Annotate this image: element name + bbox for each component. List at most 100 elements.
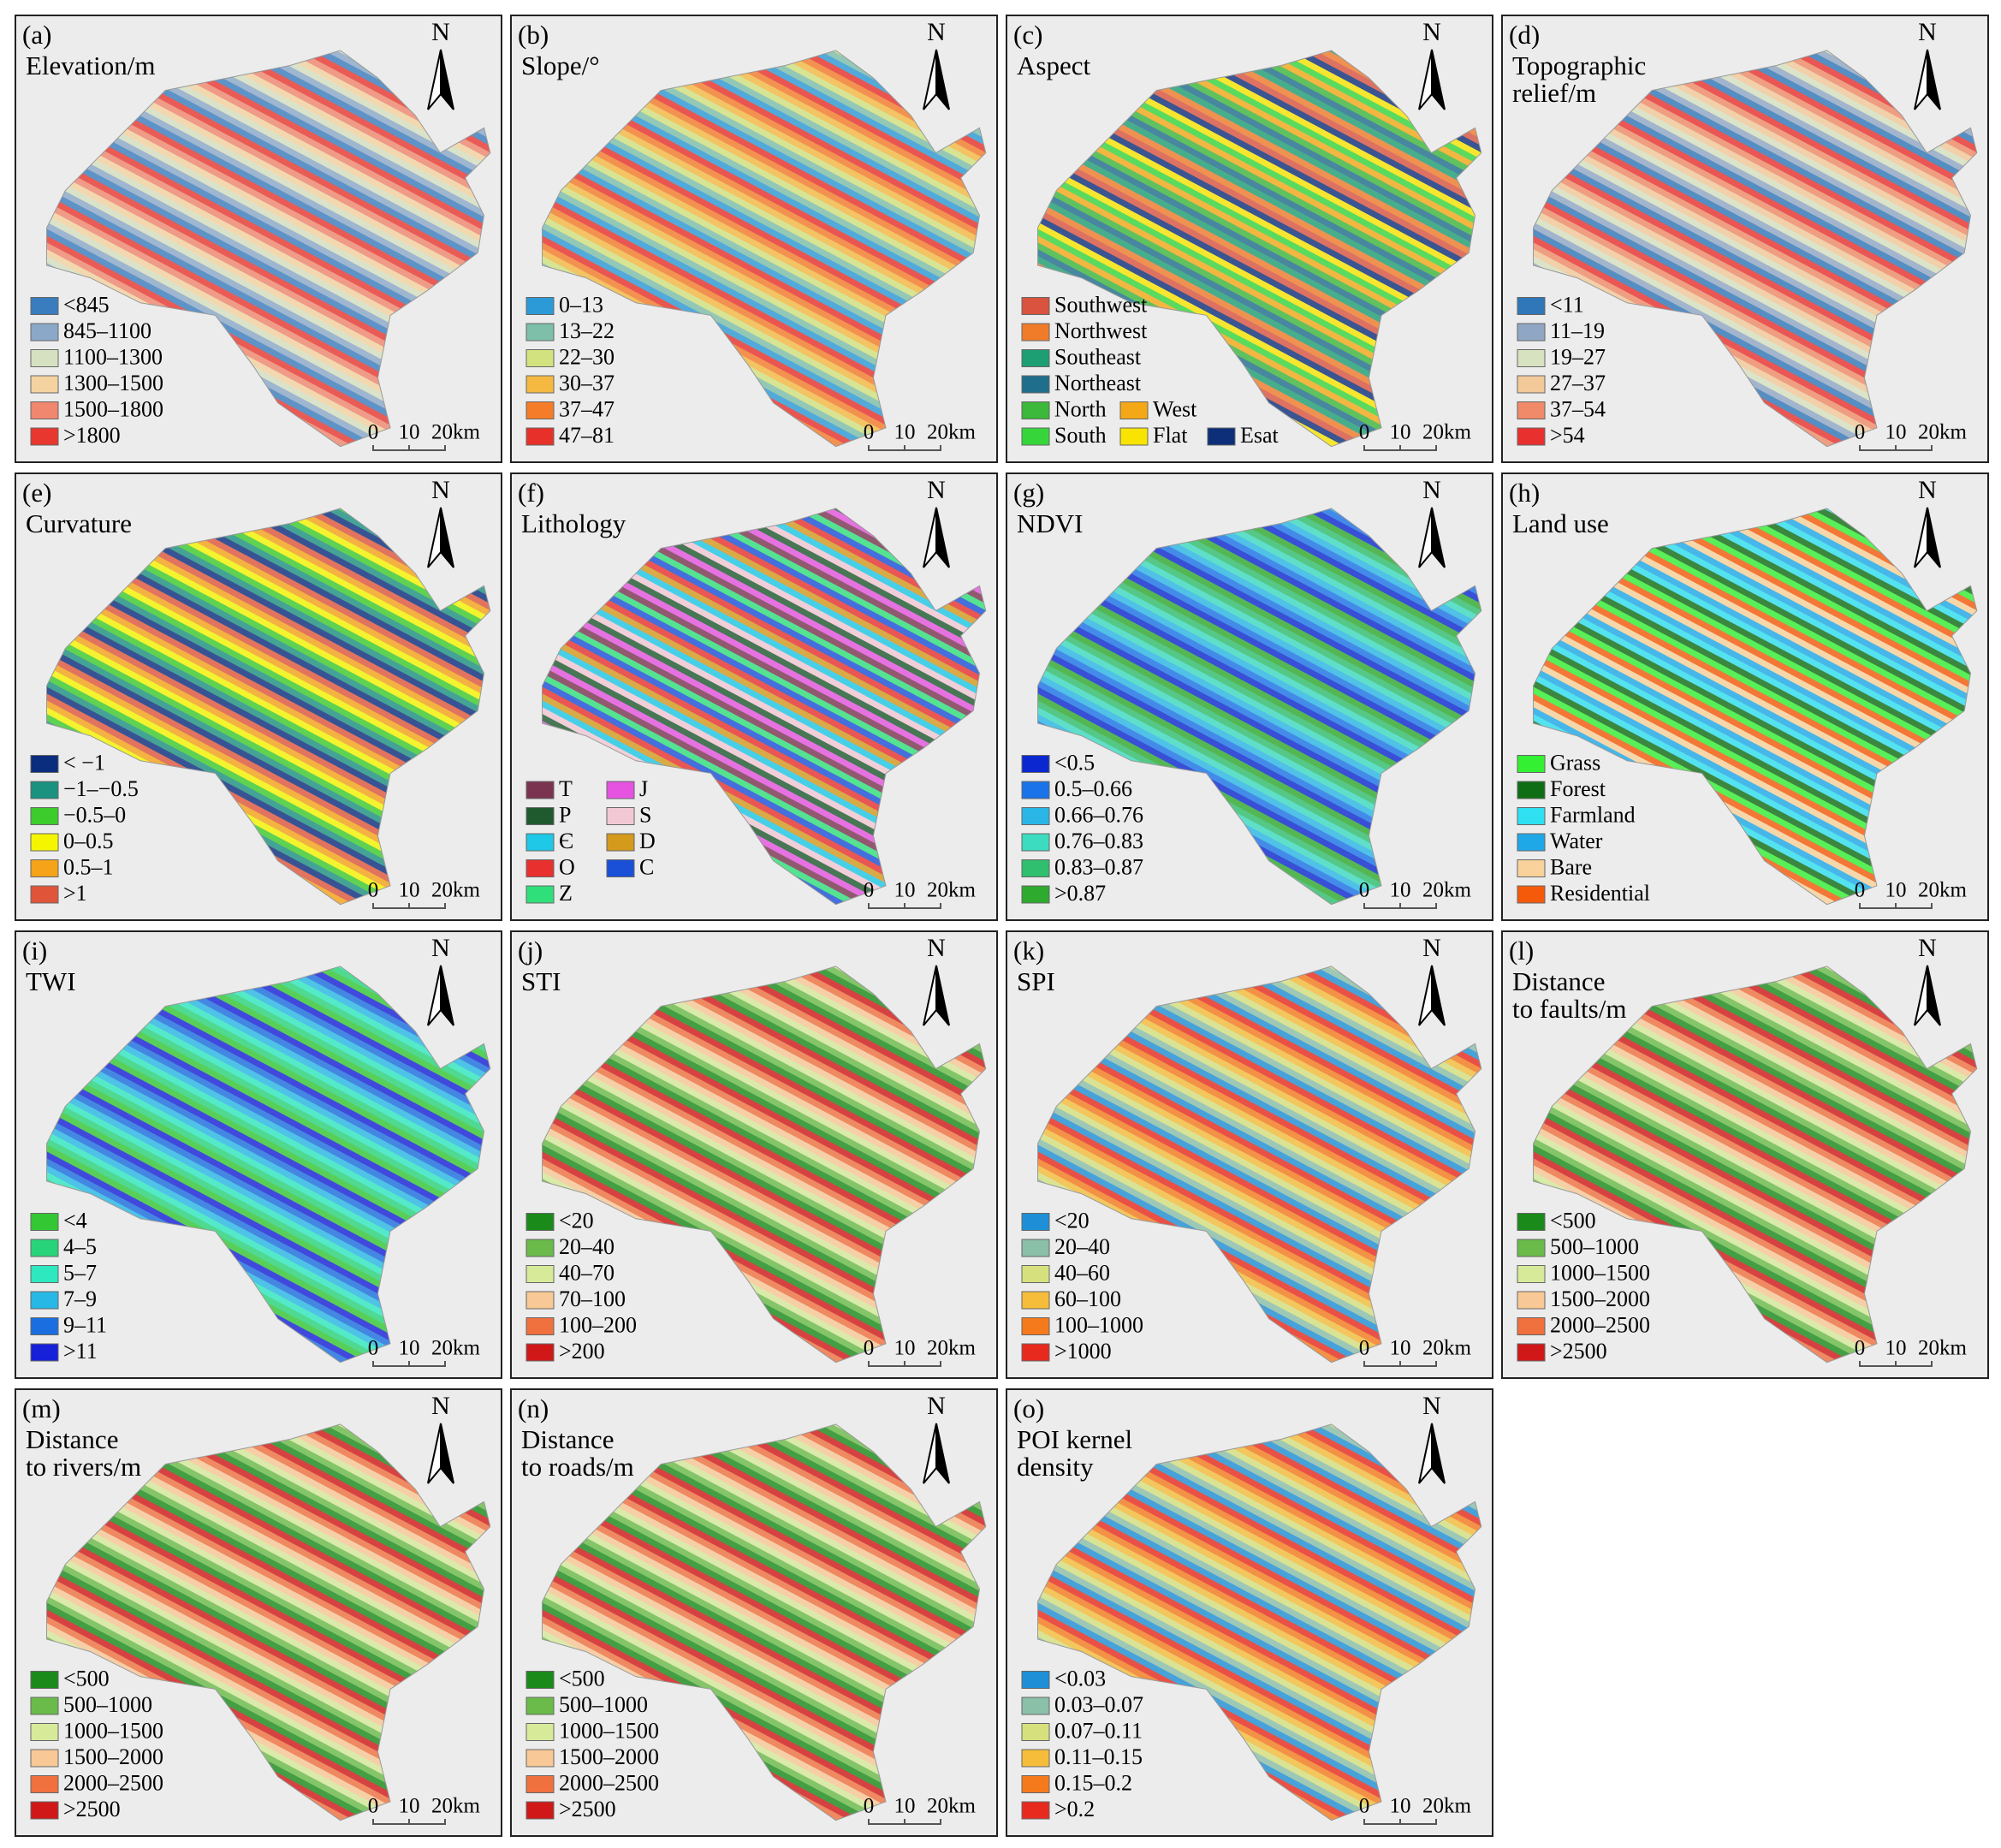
panel: (b)Slope/° N 0 10 20km 0–1313–2222–3030–3737–… (510, 15, 998, 463)
scale-bar (868, 903, 941, 909)
legend-swatch (30, 755, 59, 773)
panel-border (15, 1388, 502, 1837)
legend-label: 500–1000 (63, 1692, 152, 1717)
map-area (1533, 50, 1978, 448)
legend-label: 0.03–0.07 (1054, 1692, 1143, 1717)
legend-swatch (1021, 833, 1050, 852)
legend-swatch (30, 859, 59, 877)
legend-label: <845 (63, 292, 110, 317)
legend-label: >1 (63, 881, 87, 906)
panel-label: (g) (1013, 478, 1044, 508)
legend-label: <11 (1550, 292, 1584, 317)
legend-swatch (30, 1317, 59, 1335)
scale-bar (868, 1361, 941, 1367)
legend-swatch (1517, 1291, 1546, 1310)
legend-label: 1500–2000 (63, 1744, 163, 1769)
legend-swatch (30, 323, 59, 342)
north-arrow (1927, 49, 1941, 110)
panel-label: (f) (518, 478, 544, 508)
legend-swatch (30, 781, 59, 799)
legend-label: >0.87 (1054, 881, 1106, 906)
legend-label: 0.66–0.76 (1054, 802, 1143, 827)
scale-bar (372, 903, 446, 909)
north-label: N (431, 1392, 450, 1420)
panel: (g)NDVI N 0 10 20km <0.50.5–0.660.66–0.760.76… (1006, 472, 1493, 921)
legend-swatch (1021, 885, 1050, 904)
legend-label: <20 (1054, 1208, 1090, 1233)
north-label: N (1918, 18, 1937, 46)
north-arrow (1927, 965, 1941, 1026)
legend-swatch (525, 1801, 555, 1820)
legend-label: Southwest (1054, 292, 1148, 317)
north-label: N (431, 476, 450, 504)
panel-label: (l) (1509, 936, 1534, 966)
panel-title: Distance (1512, 966, 1605, 996)
scale-label: 0 (368, 879, 379, 902)
panel-border (1501, 930, 1989, 1379)
legend-label: >2500 (63, 1797, 121, 1821)
legend-label: 40–60 (1054, 1260, 1110, 1285)
scale-label: 0 (1855, 879, 1866, 902)
map-area (1037, 1423, 1482, 1821)
legend-swatch (525, 1775, 555, 1793)
legend-swatch (1517, 833, 1546, 852)
panel-title: to roads/m (521, 1452, 634, 1482)
scale-label: 20km (1422, 1795, 1472, 1818)
panel-label: (b) (518, 20, 549, 50)
panel-border (510, 15, 998, 463)
panel: (j)STI N 0 10 20km <2020–4040–7070–100100–200… (510, 930, 998, 1379)
legend-swatch (30, 427, 59, 446)
panel-label: (k) (1013, 936, 1044, 966)
panel-label: (d) (1509, 20, 1540, 50)
legend-swatch (1021, 401, 1050, 419)
legend-swatch (30, 1239, 59, 1257)
panel: (a)Elevation/m N 0 10 20km <845845–11001100–1… (15, 15, 502, 463)
legend-swatch (525, 1749, 555, 1768)
legend-swatch (1517, 755, 1546, 773)
north-label: N (1422, 476, 1441, 504)
scale-label: 20km (1918, 421, 1968, 444)
panel-label: (m) (22, 1393, 61, 1423)
legend-swatch (1021, 1317, 1050, 1335)
legend-swatch (525, 1723, 555, 1741)
panel-title: POI kernel (1017, 1424, 1132, 1454)
north-arrow (1431, 1423, 1446, 1484)
legend-label: 13–22 (559, 318, 615, 343)
scale-label: 20km (1422, 1337, 1472, 1360)
legend-label: >1000 (1054, 1339, 1112, 1364)
scale-label: 10 (399, 421, 420, 444)
legend-swatch (1517, 1239, 1546, 1257)
legend-label: 1500–2000 (559, 1744, 659, 1769)
legend-label: 1500–2000 (1550, 1286, 1650, 1311)
scale-label: 0 (864, 1795, 875, 1818)
legend-label: O (559, 854, 575, 879)
legend-swatch (30, 349, 59, 367)
map-area (46, 1423, 491, 1821)
legend-swatch (525, 781, 555, 799)
legend-label: <500 (63, 1666, 110, 1691)
legend-swatch (30, 1723, 59, 1741)
legend-swatch (1517, 1265, 1546, 1283)
scale-label: 10 (1390, 421, 1411, 444)
panel-border (1006, 472, 1493, 921)
legend-swatch (30, 401, 59, 419)
legend-label: 4–5 (63, 1234, 97, 1259)
legend-label: −1–−0.5 (63, 776, 139, 801)
legend-swatch (30, 1213, 59, 1231)
legend-swatch (606, 781, 635, 799)
legend-label: >2500 (559, 1797, 616, 1821)
panel-label: (a) (22, 20, 51, 50)
panel-title: to faults/m (1512, 994, 1626, 1024)
legend-label: 500–1000 (1550, 1234, 1639, 1259)
legend-label: Grass (1550, 750, 1600, 775)
legend-swatch (1021, 1696, 1050, 1715)
scale-label: 20km (1422, 879, 1472, 902)
scale-label: 10 (399, 879, 420, 902)
legend-label: South (1054, 423, 1107, 448)
panel-border (1006, 930, 1493, 1379)
legend-label: 37–54 (1550, 396, 1606, 421)
north-label: N (927, 18, 946, 46)
legend-label: 60–100 (1054, 1286, 1121, 1311)
